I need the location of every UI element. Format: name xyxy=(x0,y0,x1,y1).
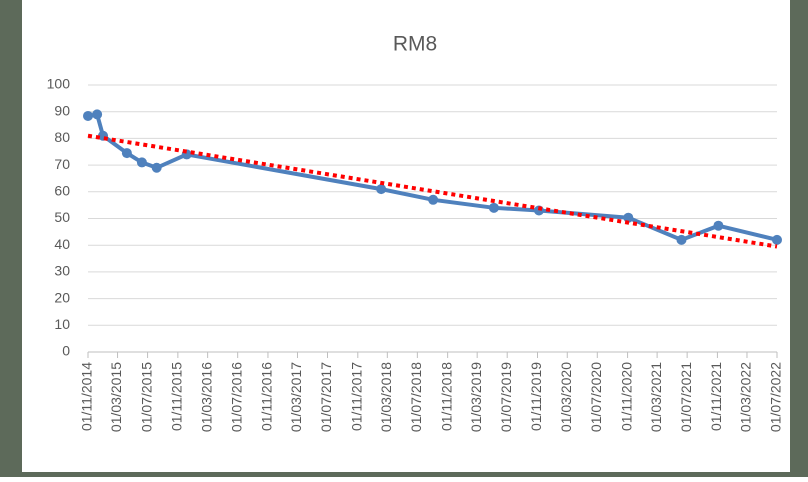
x-tick-label: 01/11/2016 xyxy=(259,362,275,431)
x-tick-label: 01/03/2019 xyxy=(468,362,484,432)
data-point xyxy=(676,234,687,245)
x-tick-label: 01/11/2019 xyxy=(528,362,544,431)
x-tick-label: 01/03/2021 xyxy=(648,362,664,432)
y-tick-label: 30 xyxy=(54,263,70,279)
data-point xyxy=(772,234,782,245)
x-tick-label: 01/07/2019 xyxy=(498,362,514,432)
x-tick-label: 01/07/2021 xyxy=(678,362,694,432)
data-point xyxy=(83,110,93,121)
chart-area xyxy=(22,0,790,472)
y-tick-label: 80 xyxy=(54,129,70,145)
data-point xyxy=(121,148,132,159)
x-tick-label: 01/03/2022 xyxy=(738,362,754,432)
data-point xyxy=(428,194,439,205)
x-tick-label: 01/07/2018 xyxy=(408,362,424,432)
data-point xyxy=(151,162,162,173)
x-tick-label: 01/03/2016 xyxy=(198,362,214,432)
y-tick-label: 70 xyxy=(54,156,70,172)
data-point xyxy=(713,220,724,231)
y-tick-label: 10 xyxy=(54,316,70,332)
x-tick-label: 01/07/2020 xyxy=(588,362,604,432)
x-tick-label: 01/03/2017 xyxy=(288,362,304,432)
y-tick-label: 90 xyxy=(54,102,70,118)
y-tick-label: 0 xyxy=(62,343,70,359)
y-tick-label: 60 xyxy=(54,183,70,199)
data-point xyxy=(488,202,499,213)
x-tick-label: 01/11/2018 xyxy=(438,362,454,431)
y-tick-label: 50 xyxy=(54,209,70,225)
y-tick-label: 40 xyxy=(54,236,70,252)
x-tick-label: 01/03/2018 xyxy=(378,362,394,432)
x-tick-label: 01/11/2020 xyxy=(618,362,634,431)
chart-title: RM8 xyxy=(393,33,437,56)
x-tick-label: 01/11/2014 xyxy=(79,362,95,431)
x-tick-label: 01/07/2015 xyxy=(138,362,154,432)
x-tick-label: 01/11/2017 xyxy=(348,362,364,431)
x-tick-label: 01/07/2017 xyxy=(318,362,334,432)
data-point xyxy=(376,184,387,195)
y-tick-label: 20 xyxy=(54,289,70,305)
x-tick-label: 01/11/2021 xyxy=(708,362,724,431)
data-point xyxy=(136,157,147,168)
x-tick-label: 01/03/2015 xyxy=(108,362,124,432)
x-tick-label: 01/11/2015 xyxy=(169,362,185,431)
y-tick-label: 100 xyxy=(47,76,71,92)
x-tick-label: 01/07/2016 xyxy=(228,362,244,432)
data-point xyxy=(92,109,103,120)
x-tick-label: 01/07/2022 xyxy=(768,362,784,432)
x-tick-label: 01/03/2020 xyxy=(558,362,574,432)
